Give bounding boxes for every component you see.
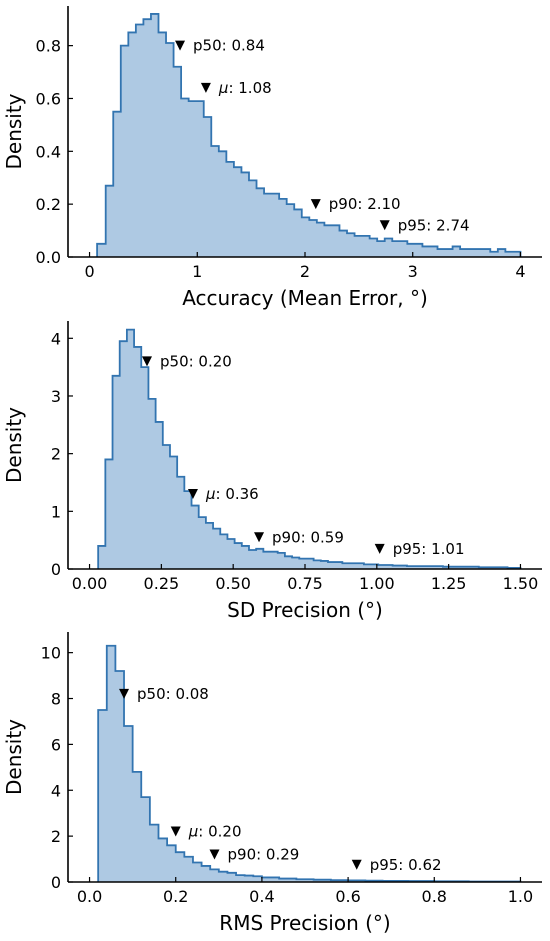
y-tick-label: 2	[51, 445, 61, 464]
annotation-marker	[379, 220, 390, 231]
annotation-value: p90: 0.59	[272, 528, 344, 546]
annotation-marker	[175, 40, 186, 51]
annotation-label: p50: 0.20	[160, 352, 232, 370]
x-tick-label: 1.50	[503, 574, 539, 593]
y-axis-label: Density	[2, 719, 26, 795]
x-tick-label: 0.50	[215, 574, 251, 593]
x-axis-label: SD Precision (°)	[227, 598, 383, 622]
annotation-marker	[200, 82, 211, 93]
histogram-outline	[97, 644, 522, 883]
y-tick-label: 0.4	[36, 142, 61, 161]
y-tick-label: 4	[51, 329, 61, 348]
x-tick-label: 0.2	[163, 887, 188, 906]
annotation-marker	[187, 489, 198, 500]
y-tick-label: 8	[51, 690, 61, 709]
x-tick-label: 1.00	[359, 574, 395, 593]
y-axis-label: Density	[2, 93, 26, 169]
x-tick-label: 0.0	[77, 887, 102, 906]
x-tick-label: 3	[408, 262, 418, 281]
annotation-label: p90: 0.29	[228, 845, 300, 863]
annotation-marker	[310, 199, 321, 210]
annotation-label: μ: 0.36	[205, 485, 259, 503]
annotation-label: p95: 2.74	[398, 216, 470, 234]
y-axis-label: Density	[2, 407, 26, 483]
annotation-value: : 1.08	[228, 79, 271, 97]
histogram-outline	[97, 328, 522, 569]
x-tick-label: 1	[192, 262, 202, 281]
y-tick-label: 1	[51, 502, 61, 521]
annotation-marker	[119, 688, 130, 699]
annotation-marker	[170, 826, 181, 837]
y-tick-label: 6	[51, 735, 61, 754]
x-axis-label: Accuracy (Mean Error, °)	[182, 286, 428, 310]
y-tick-label: 0.8	[36, 37, 61, 56]
chart-panel-2: 0.00 0.25 0.50 0.75 1.00 1.25 1.50 0 1 2 3 4 SD Prec…	[2, 321, 542, 622]
annotation-label: p50: 0.08	[137, 685, 209, 703]
annotation-label: p50: 0.84	[193, 37, 265, 55]
x-tick-label: 1.0	[508, 887, 533, 906]
annotation-symbol: μ	[218, 79, 229, 97]
annotation-marker	[374, 543, 385, 554]
annotation-value: p95: 0.62	[370, 856, 442, 874]
y-tick-label: 10	[41, 644, 61, 663]
annotation-value: p95: 2.74	[398, 216, 470, 234]
x-tick-label: 0.4	[249, 887, 274, 906]
annotation-value: : 0.36	[216, 485, 259, 503]
x-axis-label: RMS Precision (°)	[219, 911, 390, 935]
annotation-value: p90: 2.10	[329, 195, 401, 213]
y-tick-label: 0.0	[36, 248, 61, 267]
annotation-value: p95: 1.01	[393, 540, 465, 558]
x-tick-label: 0.8	[422, 887, 447, 906]
y-tick-label: 0	[51, 560, 61, 579]
annotation-label: p95: 0.62	[370, 856, 442, 874]
annotation-value: p50: 0.84	[193, 37, 265, 55]
annotation-label: μ: 1.08	[218, 79, 272, 97]
annotation-label: p95: 1.01	[393, 540, 465, 558]
y-tick-label: 4	[51, 781, 61, 800]
x-tick-label: 2	[300, 262, 310, 281]
histogram-area	[98, 645, 521, 882]
annotation-symbol: μ	[188, 823, 199, 841]
x-tick-label: 0.25	[144, 574, 180, 593]
x-tick-label: 0	[84, 262, 94, 281]
histogram-outline	[96, 13, 522, 257]
chart-panel-1: 0 1 2 3 4 0.0 0.2 0.4 0.6 0.8 Accuracy (Mean Error…	[2, 6, 542, 310]
annotation-marker	[351, 859, 362, 870]
x-tick-label: 0.00	[72, 574, 108, 593]
y-tick-label: 0.2	[36, 195, 61, 214]
annotation-label: p90: 0.59	[272, 528, 344, 546]
x-tick-label: 0.6	[335, 887, 360, 906]
y-tick-label: 0.6	[36, 89, 61, 108]
annotation-marker	[254, 532, 265, 543]
y-tick-label: 2	[51, 827, 61, 846]
annotation-label: μ: 0.20	[188, 823, 242, 841]
annotation-value: p50: 0.20	[160, 352, 232, 370]
x-tick-label: 0.75	[287, 574, 323, 593]
annotation-symbol: μ	[205, 485, 216, 503]
annotation-marker	[209, 849, 220, 860]
histogram-area	[97, 13, 521, 257]
annotation-label: p90: 2.10	[329, 195, 401, 213]
x-tick-label: 4	[515, 262, 525, 281]
annotation-marker	[142, 356, 152, 367]
annotation-value: p50: 0.08	[137, 685, 209, 703]
y-tick-label: 0	[51, 873, 61, 892]
x-tick-label: 1.25	[431, 574, 467, 593]
annotation-value: p90: 0.29	[228, 845, 300, 863]
chart-panel-3: 0.0 0.2 0.4 0.6 0.8 1.0 0 2 4 6 8 10 RMS Precision (…	[2, 632, 542, 935]
annotation-value: : 0.20	[198, 823, 241, 841]
y-tick-label: 3	[51, 387, 61, 406]
